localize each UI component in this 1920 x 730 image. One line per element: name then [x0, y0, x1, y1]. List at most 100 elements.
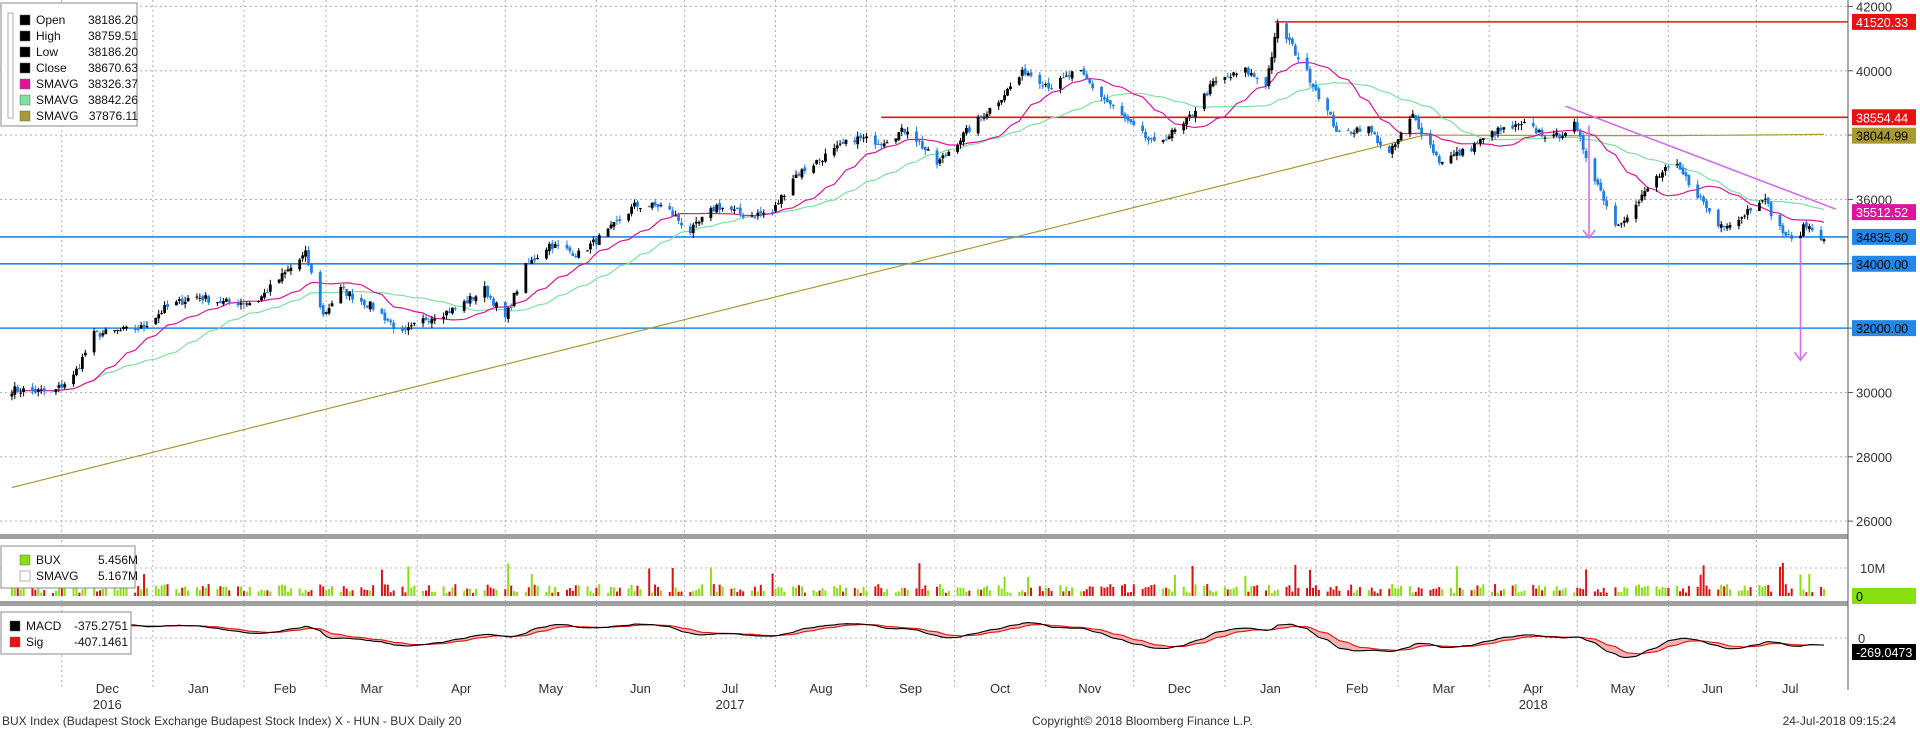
volume-bar — [771, 573, 774, 596]
candle-body — [257, 300, 260, 302]
volume-bar — [612, 587, 615, 596]
candle-body — [1061, 77, 1065, 79]
candle-body — [1393, 144, 1397, 147]
candle-body — [239, 303, 243, 305]
candle-body — [1643, 191, 1647, 197]
candle-body — [1293, 45, 1297, 56]
volume-bar — [983, 587, 986, 596]
candle-body — [424, 317, 428, 321]
volume-bar — [1147, 586, 1150, 596]
candle-body — [1103, 97, 1106, 100]
legend-main-swatch — [19, 110, 31, 122]
macd-panel — [11, 622, 1825, 658]
candle-body — [57, 385, 61, 388]
volume-bar — [554, 586, 557, 596]
volume-bar — [1573, 592, 1576, 596]
volume-bar — [1021, 590, 1024, 596]
x-month-label: Mar — [360, 681, 383, 696]
candle-body — [1317, 88, 1321, 100]
candle-body — [1255, 77, 1259, 80]
volume-bar — [1373, 591, 1376, 596]
candle-body — [1622, 220, 1626, 223]
candle-body — [906, 131, 910, 135]
candle-body — [1214, 81, 1218, 83]
candle-body — [797, 173, 801, 176]
candle-body — [1678, 162, 1682, 170]
candle-body — [1722, 225, 1726, 227]
candle-body — [818, 159, 821, 161]
x-month-label: Jan — [188, 681, 209, 696]
candle-body — [101, 333, 105, 336]
candle-body — [627, 213, 631, 221]
candle-body — [1085, 74, 1089, 80]
volume-bar — [753, 586, 756, 596]
volume-bar — [750, 590, 753, 596]
volume-bar — [1555, 586, 1558, 596]
volume-bar — [1285, 586, 1288, 596]
volume-bar — [451, 587, 454, 596]
candle-body — [1000, 100, 1004, 103]
volume-bar — [1006, 592, 1009, 596]
volume-bar — [413, 585, 416, 596]
candle-body — [568, 247, 572, 252]
volume-bar — [1637, 584, 1640, 596]
candle-body — [19, 392, 23, 394]
volume-bar — [918, 563, 921, 596]
volume-bar — [886, 589, 889, 596]
volume-bar — [1059, 585, 1062, 596]
volume-bar — [839, 584, 842, 596]
candle-body — [741, 215, 745, 218]
volume-bar — [568, 587, 571, 596]
volume-bar — [1514, 584, 1517, 596]
volume-bar — [956, 587, 959, 596]
candle-body — [938, 159, 942, 164]
volume-bar — [1679, 591, 1682, 596]
candle-body — [920, 141, 924, 149]
volume-bar — [815, 592, 818, 596]
candle-body — [1308, 69, 1312, 83]
volume-bar — [1441, 589, 1444, 596]
volume-bar — [897, 591, 900, 596]
volume-bar — [1329, 587, 1332, 596]
candle-body — [80, 356, 84, 370]
volume-bar — [1502, 588, 1505, 596]
candle-body — [838, 143, 842, 145]
volume-bar — [125, 585, 128, 596]
candle-body — [782, 196, 786, 198]
x-month-label: Jan — [1260, 681, 1281, 696]
volume-bar — [812, 590, 815, 596]
candle-body — [1687, 174, 1691, 186]
macd-signal-line — [11, 624, 1825, 655]
candle-body — [421, 318, 425, 324]
volume-bar — [1476, 585, 1479, 596]
x-month-label: Jun — [630, 681, 651, 696]
candle-body — [753, 216, 757, 218]
volume-bar — [248, 586, 251, 596]
volume-bar — [877, 584, 880, 596]
candle-body — [1716, 209, 1720, 227]
volume-bar — [795, 587, 798, 596]
volume-bar — [977, 589, 980, 596]
candle-body — [1802, 224, 1805, 236]
candle-body — [1696, 184, 1700, 198]
sma-fast-line — [11, 61, 1825, 395]
volume-bar — [1370, 587, 1373, 596]
volume-bar — [1682, 588, 1685, 596]
level-tag-bg — [1852, 109, 1916, 126]
volume-bar — [586, 586, 589, 596]
volume-bar — [1065, 586, 1068, 596]
candle-body — [468, 295, 472, 304]
candle-body — [139, 325, 143, 329]
volume-bar — [1538, 585, 1541, 596]
volume-bar — [1100, 586, 1103, 596]
volume-bar — [654, 584, 657, 596]
trend-line — [1565, 105, 1837, 210]
volume-bar — [81, 589, 84, 596]
candle-body — [515, 291, 519, 295]
volume-bar — [818, 590, 821, 596]
candle-body — [412, 323, 416, 325]
candle-body — [365, 305, 369, 308]
candle-body — [1170, 129, 1174, 139]
candle-body — [597, 235, 601, 245]
volume-bar — [442, 586, 445, 596]
